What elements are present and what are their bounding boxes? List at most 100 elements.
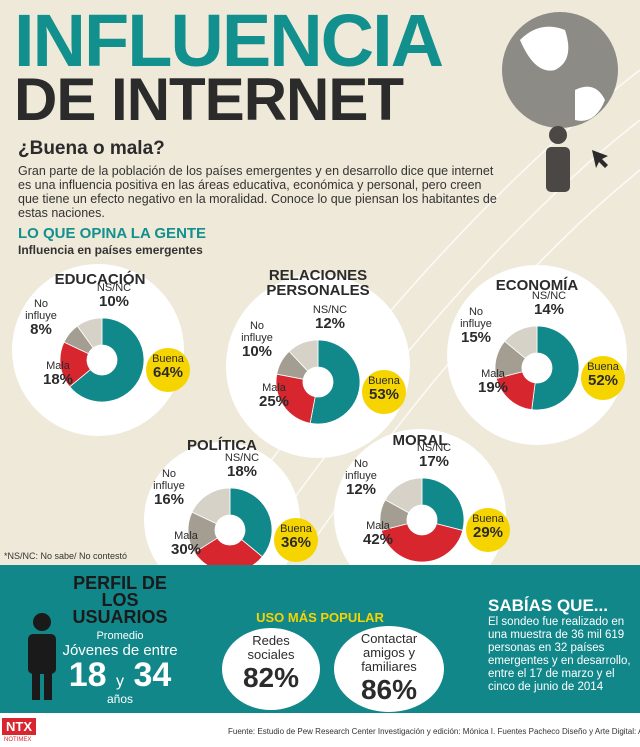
segment-label: NS/NC 12% bbox=[300, 304, 360, 332]
segment-label: Buena 52% bbox=[581, 356, 625, 400]
age-range: 18 y 34 bbox=[50, 656, 190, 695]
segment-name: Buena bbox=[280, 523, 312, 535]
segment-name: Mala bbox=[46, 360, 70, 372]
segment-value: 52% bbox=[587, 372, 619, 389]
segment-label: Buena 64% bbox=[146, 348, 190, 392]
segment-value: 17% bbox=[418, 453, 450, 470]
segment-name: Mala bbox=[262, 382, 286, 394]
donut-title: RELACIONES PERSONALES bbox=[266, 267, 370, 299]
donut-title: POLÍTICA bbox=[187, 437, 257, 454]
segment-value: 19% bbox=[477, 379, 509, 396]
segment-name: Mala bbox=[174, 530, 198, 542]
facts-title: SABÍAS QUE... bbox=[488, 596, 608, 615]
segment-label: NS/NC 18% bbox=[212, 452, 272, 480]
segment-value: 25% bbox=[258, 393, 290, 410]
donut-hole bbox=[87, 345, 117, 375]
segment-value: 18% bbox=[226, 463, 258, 480]
segment-label: NS/NC 10% bbox=[84, 282, 144, 310]
age-to: 34 bbox=[133, 656, 172, 694]
donut-title: MORAL bbox=[392, 432, 448, 449]
usage-value: 86% bbox=[360, 674, 418, 705]
segment-name: NS/NC bbox=[224, 452, 260, 464]
profile-title: PERFIL DE LOS USUARIOS bbox=[72, 573, 168, 627]
segment-label: Mala 30% bbox=[156, 530, 216, 558]
title: INFLUENCIA bbox=[14, 0, 444, 82]
donut-title: EDUCACIÓN bbox=[54, 271, 146, 288]
segment-name: NS/NC bbox=[416, 442, 452, 454]
segment-label: Buena 36% bbox=[274, 518, 318, 562]
facts-text: El sondeo fue realizado en una muestra d… bbox=[488, 616, 631, 693]
donut-charts bbox=[12, 264, 627, 565]
usage-title: USO MÁS POPULAR bbox=[256, 610, 384, 625]
segment-label: No influye 15% bbox=[453, 306, 499, 346]
segment-value: 29% bbox=[472, 524, 504, 541]
age-unit: años bbox=[106, 692, 134, 706]
segment-name: No influye bbox=[460, 306, 492, 330]
profile-text: Jóvenes de entre bbox=[62, 642, 178, 659]
segment-value: 64% bbox=[152, 364, 184, 381]
segment-name: Mala bbox=[481, 368, 505, 380]
title: DE INTERNET bbox=[14, 66, 404, 133]
usage-value: 82% bbox=[242, 662, 300, 693]
segment-label: NS/NC 14% bbox=[519, 290, 579, 318]
agency: NOTIMEX bbox=[4, 737, 32, 743]
segment-name: NS/NC bbox=[312, 304, 348, 316]
subtitle: ¿Buena o mala? bbox=[18, 138, 165, 159]
donut-hole bbox=[215, 515, 245, 545]
donut-hole bbox=[407, 505, 437, 535]
segment-label: Mala 18% bbox=[28, 360, 88, 388]
footer bbox=[0, 713, 640, 747]
segment-value: 18% bbox=[42, 371, 74, 388]
profile-average: Promedio bbox=[96, 630, 144, 642]
segment-name: Buena bbox=[587, 361, 619, 373]
footnote: *NS/NC: No sabe/ No contestó bbox=[4, 551, 128, 561]
segment-name: Buena bbox=[472, 513, 504, 525]
segment-value: 14% bbox=[533, 301, 565, 318]
usage-name: Contactar amigos y familiares bbox=[360, 631, 418, 674]
segment-value: 36% bbox=[280, 534, 312, 551]
section-title: LO QUE OPINA LA GENTE bbox=[18, 225, 207, 242]
segment-name: No influye bbox=[345, 458, 377, 482]
segment-value: 8% bbox=[30, 321, 52, 338]
segment-value: 12% bbox=[314, 315, 346, 332]
section-subtitle: Influencia en países emergentes bbox=[18, 243, 203, 257]
bottom-band bbox=[0, 565, 640, 713]
credits: Fuente: Estudio de Pew Research Center I… bbox=[228, 727, 640, 736]
segment-name: Buena bbox=[368, 375, 400, 387]
segment-label: Buena 53% bbox=[362, 370, 406, 414]
intro: Gran parte de la población de los países… bbox=[18, 164, 497, 220]
person-icon bbox=[28, 613, 56, 700]
segment-value: 10% bbox=[98, 293, 130, 310]
donut-title: ECONOMÍA bbox=[495, 277, 579, 294]
age-from: 18 bbox=[68, 656, 107, 694]
segment-value: 10% bbox=[241, 343, 273, 360]
segment-value: 16% bbox=[153, 491, 185, 508]
segment-label: No influye 16% bbox=[146, 468, 192, 508]
segment-label: No influye 12% bbox=[338, 458, 384, 498]
donut-hole bbox=[522, 353, 552, 383]
segment-name: NS/NC bbox=[531, 290, 567, 302]
segment-label: No influye 8% bbox=[18, 298, 64, 338]
segment-value: 15% bbox=[460, 329, 492, 346]
logo: NTX bbox=[2, 718, 36, 735]
segment-name: No influye bbox=[241, 320, 273, 344]
segment-value: 12% bbox=[345, 481, 377, 498]
segment-label: Buena 29% bbox=[466, 508, 510, 552]
segment-name: No influye bbox=[25, 298, 57, 322]
segment-label: NS/NC 17% bbox=[404, 442, 464, 470]
segment-label: No influye 10% bbox=[234, 320, 280, 360]
age-joiner: y bbox=[116, 673, 124, 690]
segment-value: 42% bbox=[362, 531, 394, 548]
donut-segment bbox=[309, 339, 361, 425]
segment-value: 53% bbox=[368, 386, 400, 403]
segment-name: Buena bbox=[152, 353, 184, 365]
segment-label: Mala 25% bbox=[244, 382, 304, 410]
segment-label: Mala 19% bbox=[463, 368, 523, 396]
segment-value: 30% bbox=[170, 541, 202, 558]
usage-name: Redes sociales bbox=[247, 633, 295, 662]
donut-segment bbox=[421, 477, 465, 531]
donut-hole bbox=[303, 367, 333, 397]
usage-item: Redes sociales 82% bbox=[222, 628, 320, 710]
segment-label: Mala 42% bbox=[348, 520, 408, 548]
